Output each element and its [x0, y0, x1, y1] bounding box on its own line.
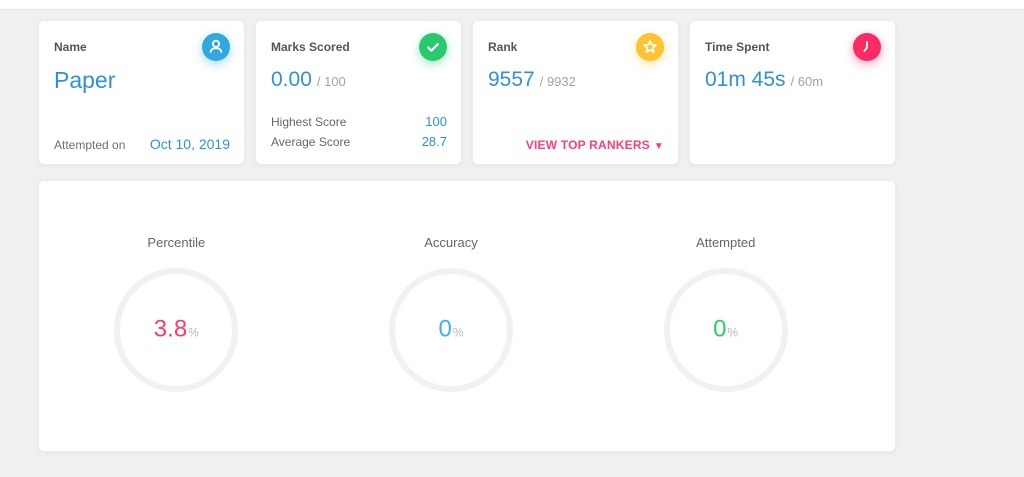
card-marks-label: Marks Scored: [271, 40, 350, 54]
card-time-spent: Time Spent 01m 45s / 60m: [689, 20, 896, 165]
accuracy-unit: %: [452, 325, 464, 340]
card-name-header: Name: [54, 33, 230, 61]
attempted-on-date: Oct 10, 2019: [149, 136, 230, 152]
average-score-value: 28.7: [421, 134, 447, 149]
clock-icon: [853, 33, 881, 61]
performance-panel: Percentile 3.8 % Accuracy: [38, 180, 896, 452]
accuracy-number: 0: [438, 315, 452, 343]
attempted-number: 0: [713, 315, 727, 343]
accuracy-value: 0 %: [438, 315, 463, 343]
attempted-on-label: Attempted on: [54, 138, 126, 152]
average-score-row: Average Score 28.7: [271, 132, 447, 152]
attempted-on-row: Attempted on Oct 10, 2019: [54, 136, 230, 152]
summary-cards-row: Name Paper Attempted on Oct 10, 2019: [38, 20, 896, 165]
attempted-label: Attempted: [696, 235, 756, 250]
top-header-strip: [0, 0, 1024, 10]
card-rank-header: Rank: [488, 33, 664, 61]
percentile-gauge: 3.8 %: [112, 266, 240, 394]
time-total: / 60m: [790, 74, 824, 89]
time-spent-value: 01m 45s: [705, 68, 786, 91]
view-top-rankers-link[interactable]: VIEW TOP RANKERS ▼: [488, 138, 664, 152]
percentile-unit: %: [188, 325, 199, 340]
rank-value: 9557: [488, 68, 535, 91]
user-icon: [202, 33, 230, 61]
card-marks-header: Marks Scored: [271, 33, 447, 61]
marks-scored-value: 0.00: [271, 68, 312, 91]
card-rank: Rank 9557 / 9932 VIEW TOP RANKERS ▼: [472, 20, 679, 165]
test-name-line: Paper: [54, 67, 230, 93]
marks-total: / 100: [316, 74, 346, 89]
highest-score-row: Highest Score 100: [271, 112, 447, 132]
dropdown-arrow-icon[interactable]: ▼: [653, 141, 664, 152]
percentile-number: 3.8: [153, 315, 188, 343]
rank-value-line: 9557 / 9932: [488, 67, 664, 93]
card-rank-label: Rank: [488, 40, 518, 54]
card-marks-scored: Marks Scored 0.00 / 100 Highest Score 10…: [255, 20, 462, 165]
highest-score-label: Highest Score: [271, 115, 347, 129]
accuracy-gauge: 0 %: [387, 266, 515, 394]
view-top-rankers-label[interactable]: VIEW TOP RANKERS: [525, 138, 650, 152]
accuracy-label: Accuracy: [424, 235, 478, 250]
attempted-unit: %: [727, 325, 739, 340]
card-name-label: Name: [54, 40, 87, 54]
marks-value-line: 0.00 / 100: [271, 67, 447, 93]
attempted-gauge-column: Attempted 0 %: [588, 235, 863, 451]
rank-total: / 9932: [539, 74, 576, 89]
percentile-label: Percentile: [147, 235, 206, 250]
card-time-label: Time Spent: [705, 40, 770, 54]
card-name: Name Paper Attempted on Oct 10, 2019: [38, 20, 245, 165]
highest-score-value: 100: [425, 114, 447, 129]
percentile-value: 3.8 %: [154, 315, 199, 343]
score-stats: Highest Score 100 Average Score 28.7: [271, 112, 447, 152]
average-score-label: Average Score: [271, 135, 351, 149]
percentile-gauge-column: Percentile 3.8 %: [39, 235, 314, 451]
check-icon: [419, 33, 447, 61]
attempted-value: 0 %: [713, 315, 738, 343]
attempted-gauge: 0 %: [662, 266, 790, 394]
star-icon: [636, 33, 664, 61]
test-name-value: Paper: [54, 67, 116, 93]
time-value-line: 01m 45s / 60m: [705, 67, 881, 93]
card-time-header: Time Spent: [705, 33, 881, 61]
accuracy-gauge-column: Accuracy 0 %: [314, 235, 589, 451]
